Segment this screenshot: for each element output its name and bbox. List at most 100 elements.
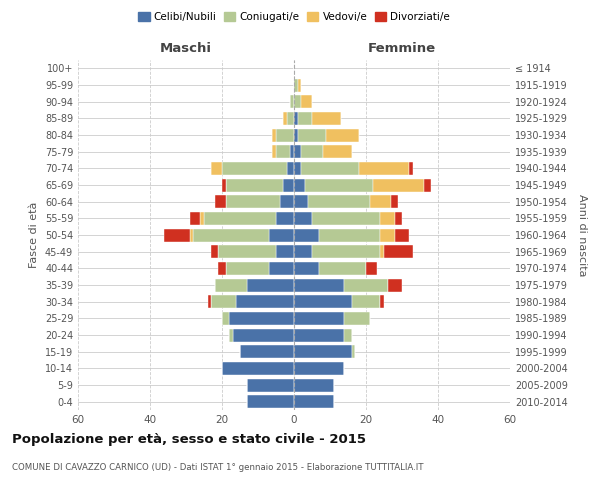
- Bar: [294, 95, 301, 108]
- Bar: [276, 128, 294, 141]
- Bar: [370, 195, 391, 208]
- Bar: [190, 212, 200, 225]
- Bar: [294, 112, 298, 125]
- Bar: [352, 295, 380, 308]
- Bar: [308, 195, 370, 208]
- Bar: [352, 345, 355, 358]
- Bar: [298, 112, 312, 125]
- Bar: [287, 162, 294, 175]
- Bar: [294, 395, 334, 408]
- Bar: [294, 345, 352, 358]
- Bar: [200, 212, 204, 225]
- Bar: [190, 228, 193, 241]
- Bar: [344, 312, 370, 325]
- Bar: [298, 128, 326, 141]
- Bar: [215, 195, 226, 208]
- Bar: [226, 195, 280, 208]
- Y-axis label: Fasce di età: Fasce di età: [29, 202, 39, 268]
- Bar: [294, 78, 298, 92]
- Bar: [222, 362, 294, 375]
- Bar: [247, 395, 294, 408]
- Text: Femmine: Femmine: [368, 42, 436, 55]
- Bar: [395, 212, 402, 225]
- Bar: [294, 178, 305, 192]
- Bar: [193, 228, 269, 241]
- Bar: [218, 245, 276, 258]
- Bar: [312, 212, 380, 225]
- Bar: [215, 278, 247, 291]
- Bar: [294, 128, 298, 141]
- Bar: [301, 145, 323, 158]
- Bar: [294, 378, 334, 392]
- Bar: [294, 278, 344, 291]
- Bar: [222, 162, 287, 175]
- Bar: [312, 245, 380, 258]
- Bar: [395, 228, 409, 241]
- Bar: [380, 228, 395, 241]
- Y-axis label: Anni di nascita: Anni di nascita: [577, 194, 587, 276]
- Bar: [366, 262, 377, 275]
- Bar: [290, 145, 294, 158]
- Bar: [294, 312, 344, 325]
- Bar: [294, 245, 312, 258]
- Bar: [373, 178, 424, 192]
- Bar: [276, 212, 294, 225]
- Bar: [384, 245, 413, 258]
- Bar: [294, 195, 308, 208]
- Bar: [276, 145, 290, 158]
- Bar: [276, 245, 294, 258]
- Bar: [388, 278, 402, 291]
- Bar: [294, 228, 319, 241]
- Bar: [283, 112, 287, 125]
- Bar: [280, 195, 294, 208]
- Bar: [298, 78, 301, 92]
- Bar: [226, 262, 269, 275]
- Bar: [229, 312, 294, 325]
- Bar: [326, 128, 359, 141]
- Bar: [211, 295, 236, 308]
- Bar: [164, 228, 190, 241]
- Bar: [272, 128, 276, 141]
- Bar: [391, 195, 398, 208]
- Bar: [211, 245, 218, 258]
- Text: Popolazione per età, sesso e stato civile - 2015: Popolazione per età, sesso e stato civil…: [12, 432, 366, 446]
- Bar: [247, 378, 294, 392]
- Bar: [208, 295, 211, 308]
- Bar: [269, 228, 294, 241]
- Bar: [294, 212, 312, 225]
- Bar: [319, 228, 380, 241]
- Bar: [294, 145, 301, 158]
- Bar: [287, 112, 294, 125]
- Bar: [380, 245, 384, 258]
- Bar: [211, 162, 222, 175]
- Bar: [301, 95, 312, 108]
- Bar: [301, 162, 359, 175]
- Bar: [290, 95, 294, 108]
- Bar: [323, 145, 352, 158]
- Bar: [294, 328, 344, 342]
- Bar: [344, 328, 352, 342]
- Bar: [272, 145, 276, 158]
- Bar: [247, 278, 294, 291]
- Bar: [236, 295, 294, 308]
- Bar: [229, 328, 233, 342]
- Bar: [294, 162, 301, 175]
- Bar: [240, 345, 294, 358]
- Bar: [424, 178, 431, 192]
- Bar: [319, 262, 366, 275]
- Bar: [222, 312, 229, 325]
- Bar: [294, 262, 319, 275]
- Text: COMUNE DI CAVAZZO CARNICO (UD) - Dati ISTAT 1° gennaio 2015 - Elaborazione TUTTI: COMUNE DI CAVAZZO CARNICO (UD) - Dati IS…: [12, 462, 424, 471]
- Bar: [294, 295, 352, 308]
- Bar: [204, 212, 276, 225]
- Bar: [305, 178, 373, 192]
- Bar: [222, 178, 226, 192]
- Legend: Celibi/Nubili, Coniugati/e, Vedovi/e, Divorziati/e: Celibi/Nubili, Coniugati/e, Vedovi/e, Di…: [134, 8, 454, 26]
- Bar: [269, 262, 294, 275]
- Bar: [226, 178, 283, 192]
- Bar: [233, 328, 294, 342]
- Bar: [283, 178, 294, 192]
- Bar: [409, 162, 413, 175]
- Bar: [380, 295, 384, 308]
- Bar: [294, 362, 344, 375]
